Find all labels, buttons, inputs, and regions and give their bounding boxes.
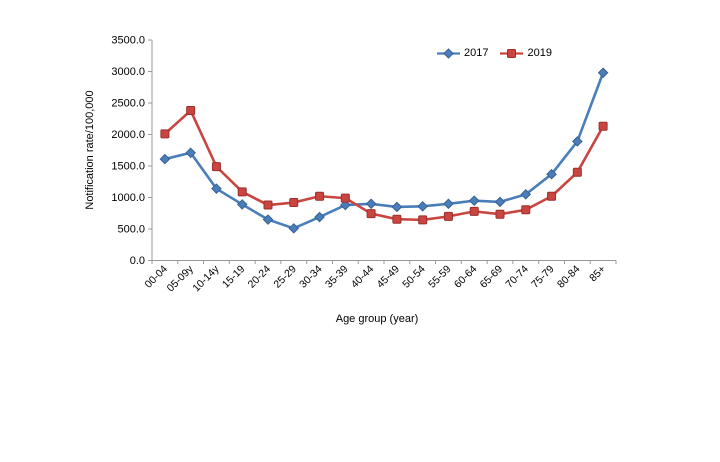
series-2019-point xyxy=(572,167,582,177)
series-2019-point xyxy=(469,206,479,216)
series-2017-legend-icon xyxy=(437,47,460,59)
y-tick-label: 1500.0 xyxy=(111,161,145,173)
x-category-label: 75-79 xyxy=(529,263,557,291)
series-2019-point xyxy=(521,205,531,215)
series-2017-point xyxy=(443,198,454,210)
x-category-label: 60-64 xyxy=(452,263,480,291)
series-2017-line xyxy=(163,71,605,230)
series-2017-point xyxy=(236,199,248,210)
series-2019-point xyxy=(315,191,325,201)
series-2017-point xyxy=(211,183,222,194)
x-category-label: 05-09y xyxy=(165,263,197,295)
x-axis-title: Age group (year) xyxy=(335,313,419,325)
x-category-label: 15-19 xyxy=(220,263,248,291)
legend-label-2017: 2017 xyxy=(464,47,489,59)
x-category-label: 45-49 xyxy=(375,263,403,291)
x-category-label: 30-34 xyxy=(297,263,325,291)
x-category-label: 80-84 xyxy=(555,263,583,291)
x-category-label: 50-54 xyxy=(400,263,428,291)
x-category-label: 25-29 xyxy=(271,263,299,291)
series-2017-point xyxy=(365,198,377,210)
series-2017-point xyxy=(391,201,403,213)
legend: 2017 2019 xyxy=(436,47,552,59)
x-category-label: 10-14y xyxy=(190,263,222,295)
series-2017-point xyxy=(520,189,532,200)
series-2017-point xyxy=(288,223,300,234)
y-tick-label: 2500.0 xyxy=(111,98,145,110)
series-2017-point xyxy=(546,168,557,180)
series-2019-point xyxy=(160,129,170,139)
series-2017-point xyxy=(597,67,609,79)
y-tick-label: 3500.0 xyxy=(111,35,145,47)
series-2019-point xyxy=(547,191,557,201)
series-2019-point xyxy=(263,200,273,210)
series-2019-point xyxy=(340,193,350,203)
series-2017-point xyxy=(417,201,428,212)
y-tick-label: 3000.0 xyxy=(111,66,145,78)
series-2017-point xyxy=(159,153,171,165)
series-2017-point xyxy=(572,136,583,147)
y-tick-label: 1000.0 xyxy=(111,192,145,204)
series-2017-point xyxy=(494,196,506,208)
x-category-label: 35-39 xyxy=(323,263,351,291)
series-2017-point xyxy=(185,147,196,159)
x-category-label: 70-74 xyxy=(503,263,531,291)
y-axis-title: Notification rate/100,000 xyxy=(84,90,96,210)
series-2019-point xyxy=(495,209,505,219)
series-2019-legend-icon xyxy=(500,48,524,58)
series-2017-point xyxy=(262,214,274,225)
y-tick-label: 2000.0 xyxy=(111,129,145,141)
series-2019-point xyxy=(392,214,402,224)
series-2019-point xyxy=(237,187,247,197)
legend-item-2019: 2019 xyxy=(499,47,552,59)
series-2019-line xyxy=(163,109,605,222)
y-tick-label: 500.0 xyxy=(117,224,145,236)
series-2019-point xyxy=(418,215,428,225)
series-2019-point xyxy=(443,211,453,221)
series-2019-point xyxy=(211,162,221,172)
series-2019-point xyxy=(366,209,376,219)
legend-label-2019: 2019 xyxy=(527,47,552,59)
x-category-label: 20-24 xyxy=(246,263,274,291)
x-category-label: 65-69 xyxy=(478,263,506,291)
y-tick-label: 0.0 xyxy=(130,255,145,267)
x-category-label: 40-44 xyxy=(349,263,377,291)
series-2017-point xyxy=(340,199,351,211)
series-2019-point xyxy=(598,121,608,131)
series-2019-point xyxy=(289,198,299,208)
series-2017-point xyxy=(468,195,480,206)
series-2019-point xyxy=(186,106,196,116)
x-category-label: 85+ xyxy=(587,263,608,284)
legend-item-2017: 2017 xyxy=(436,47,488,59)
series-2017-point xyxy=(314,211,325,223)
x-category-label: 55-59 xyxy=(426,263,454,291)
